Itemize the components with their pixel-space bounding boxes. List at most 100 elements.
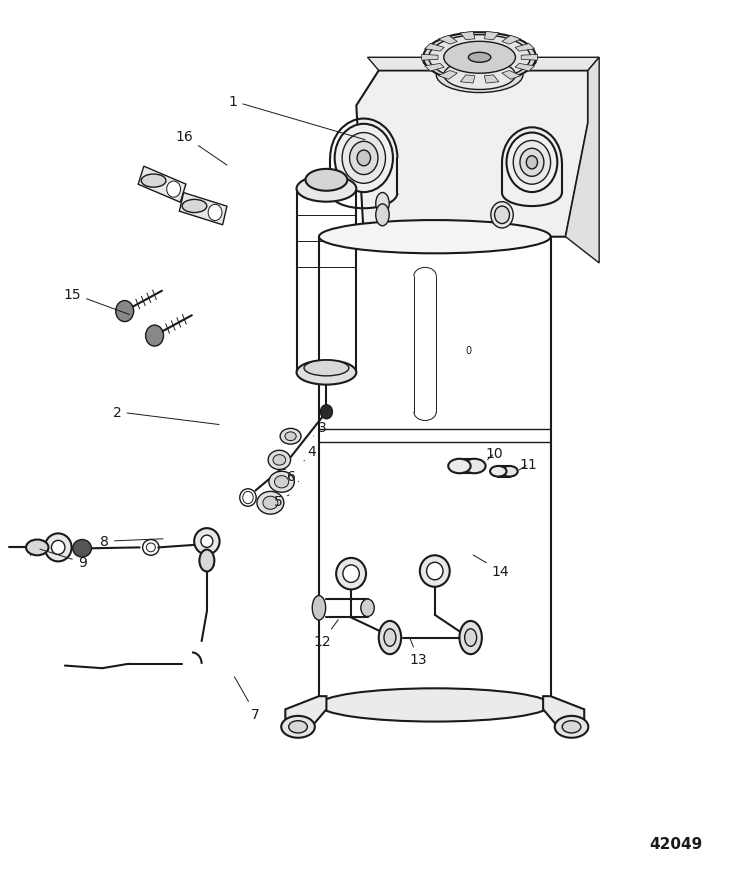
Ellipse shape — [465, 629, 476, 646]
Text: 11: 11 — [519, 458, 537, 472]
Ellipse shape — [280, 429, 301, 445]
Text: 12: 12 — [314, 620, 338, 648]
Circle shape — [146, 325, 164, 346]
Ellipse shape — [334, 125, 393, 193]
Polygon shape — [502, 36, 520, 45]
Ellipse shape — [555, 716, 588, 738]
Text: 0: 0 — [465, 346, 472, 356]
Polygon shape — [368, 58, 599, 71]
Ellipse shape — [312, 595, 326, 620]
Ellipse shape — [444, 42, 515, 75]
Polygon shape — [484, 75, 499, 84]
Text: 15: 15 — [64, 288, 130, 315]
Ellipse shape — [336, 559, 366, 589]
Text: 9: 9 — [40, 550, 86, 570]
Polygon shape — [515, 45, 535, 52]
Ellipse shape — [423, 33, 536, 83]
Text: 16: 16 — [176, 130, 227, 166]
Polygon shape — [424, 64, 444, 72]
Text: 7: 7 — [235, 677, 260, 721]
Ellipse shape — [200, 550, 214, 572]
Ellipse shape — [494, 207, 509, 225]
Polygon shape — [515, 64, 535, 72]
Ellipse shape — [269, 472, 294, 493]
Ellipse shape — [52, 541, 65, 555]
Ellipse shape — [182, 200, 207, 213]
Polygon shape — [566, 58, 599, 264]
Ellipse shape — [490, 203, 513, 229]
Ellipse shape — [379, 621, 401, 654]
Ellipse shape — [201, 536, 213, 548]
Polygon shape — [439, 71, 458, 80]
Text: 4: 4 — [304, 445, 316, 461]
Ellipse shape — [376, 193, 389, 215]
Ellipse shape — [350, 142, 378, 175]
Ellipse shape — [257, 492, 284, 515]
Ellipse shape — [448, 460, 471, 474]
Polygon shape — [179, 193, 227, 225]
Ellipse shape — [490, 467, 506, 477]
Ellipse shape — [319, 688, 550, 722]
Ellipse shape — [520, 149, 544, 177]
Text: 13: 13 — [410, 638, 428, 667]
Ellipse shape — [444, 61, 515, 90]
Ellipse shape — [273, 455, 286, 466]
Text: 2: 2 — [112, 405, 219, 425]
Ellipse shape — [464, 460, 485, 474]
Ellipse shape — [305, 169, 347, 191]
Circle shape — [116, 301, 134, 322]
Ellipse shape — [45, 534, 72, 562]
Polygon shape — [502, 71, 520, 80]
Ellipse shape — [319, 221, 550, 254]
Ellipse shape — [506, 133, 557, 193]
Ellipse shape — [274, 476, 289, 488]
Polygon shape — [460, 32, 475, 40]
Polygon shape — [439, 36, 458, 45]
Text: 8: 8 — [100, 535, 163, 549]
Ellipse shape — [289, 721, 308, 733]
Circle shape — [166, 182, 181, 198]
Ellipse shape — [562, 721, 580, 733]
Polygon shape — [460, 75, 475, 84]
Ellipse shape — [423, 52, 536, 74]
Text: 1: 1 — [229, 95, 364, 140]
Ellipse shape — [141, 175, 166, 188]
Ellipse shape — [263, 496, 278, 510]
Ellipse shape — [361, 599, 374, 617]
Ellipse shape — [285, 432, 296, 441]
Text: 5: 5 — [274, 495, 289, 509]
Ellipse shape — [281, 716, 315, 738]
Ellipse shape — [460, 621, 482, 654]
Ellipse shape — [296, 176, 356, 203]
Polygon shape — [424, 45, 444, 52]
Ellipse shape — [420, 556, 450, 587]
Circle shape — [209, 205, 222, 221]
Ellipse shape — [427, 563, 443, 580]
Ellipse shape — [469, 53, 490, 63]
Text: 3: 3 — [314, 421, 327, 437]
Ellipse shape — [268, 451, 290, 470]
Ellipse shape — [194, 529, 220, 555]
Text: 14: 14 — [473, 555, 509, 578]
Polygon shape — [422, 55, 438, 61]
Ellipse shape — [513, 141, 550, 185]
Polygon shape — [484, 32, 499, 40]
Ellipse shape — [342, 133, 386, 184]
Text: 6: 6 — [286, 469, 298, 483]
Ellipse shape — [376, 204, 389, 226]
Text: 10: 10 — [486, 446, 503, 460]
Polygon shape — [138, 167, 186, 203]
Ellipse shape — [343, 566, 359, 582]
Ellipse shape — [320, 405, 332, 419]
Ellipse shape — [436, 58, 523, 94]
Text: 42049: 42049 — [649, 836, 702, 852]
Polygon shape — [521, 55, 538, 61]
Ellipse shape — [304, 360, 349, 376]
Ellipse shape — [526, 157, 538, 169]
Ellipse shape — [429, 36, 530, 81]
Ellipse shape — [501, 467, 518, 477]
Ellipse shape — [384, 629, 396, 646]
Polygon shape — [356, 71, 588, 238]
Ellipse shape — [26, 540, 49, 556]
Ellipse shape — [73, 540, 92, 558]
